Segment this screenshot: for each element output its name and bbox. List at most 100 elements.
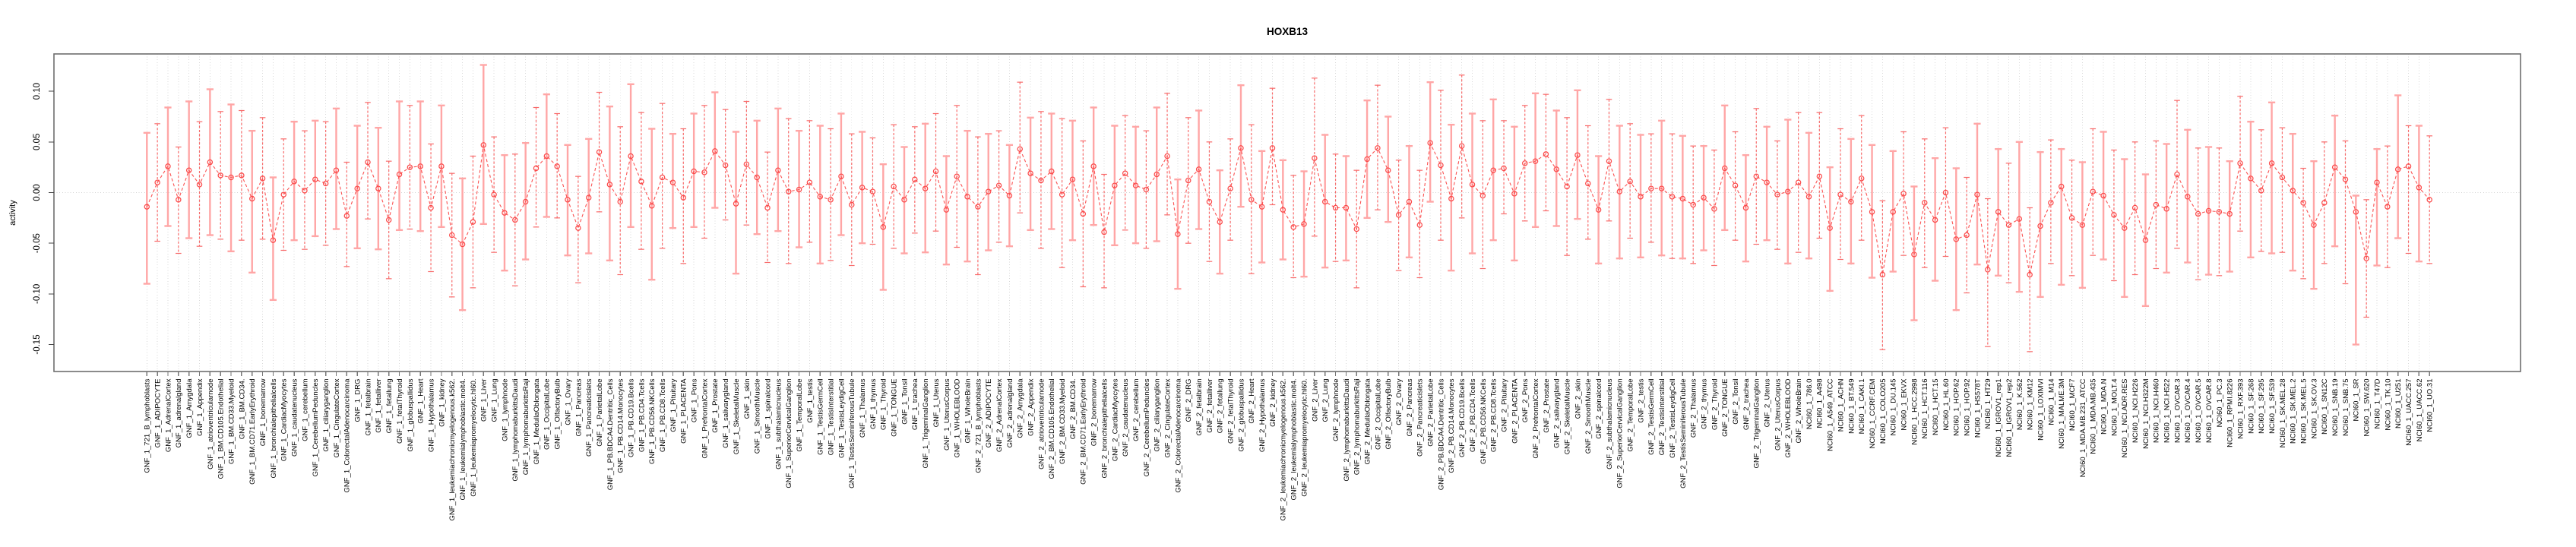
x-axis-label: GNF_2_leukemiapromyelocytic.hl60. — [1300, 379, 1309, 497]
data-point — [659, 174, 666, 181]
data-point — [407, 164, 413, 170]
data-point — [502, 210, 508, 216]
x-axis-label: NCI60_1_RPMI.8226 — [2226, 379, 2235, 447]
data-point — [785, 188, 792, 194]
x-axis-label: NCI60_1_HT29 — [1984, 379, 1992, 429]
x-axis-label: NCI60_1_TK.10 — [2384, 379, 2392, 431]
data-point — [806, 179, 813, 185]
data-point — [1154, 171, 1160, 178]
x-axis-label: GNF_1_SuperiorCervicalGanglion — [785, 379, 793, 489]
data-point — [764, 204, 771, 211]
data-point — [691, 168, 697, 175]
x-axis-label: GNF_1_Pancreaticislets — [585, 378, 593, 457]
x-axis-label: NCI60_1_HOP.92 — [1964, 379, 1972, 436]
x-axis-label: GNF_1_atrioventricularnode — [207, 379, 215, 470]
x-axis-label: GNF_1_TestisLeydigCell — [837, 379, 846, 459]
data-point — [1122, 170, 1128, 176]
data-point — [1532, 158, 1539, 164]
x-axis-label: GNF_1_adrenalgland — [175, 379, 183, 448]
data-point — [2258, 188, 2264, 194]
x-axis-label: GNF_2_cerebellum — [1132, 378, 1141, 441]
x-axis-label: GNF_1_TestisGermCell — [817, 379, 825, 455]
x-axis-label: GNF_2_bronchialepithelialcells — [1100, 378, 1109, 478]
data-point — [638, 179, 644, 185]
data-point — [1038, 177, 1044, 184]
data-point — [1858, 175, 1865, 182]
x-axis-label: GNF_2_leukemialymphoblastic.molt4. — [1290, 379, 1299, 501]
x-axis-label: NCI60_1_UACC.62 — [2416, 379, 2424, 442]
data-point — [2248, 175, 2254, 182]
x-axis-label: NCI60_1_MCF7 — [2068, 379, 2077, 432]
data-point — [1290, 224, 1296, 230]
x-axis-label: GNF_1_lymphomaburkittsRaji — [522, 379, 530, 476]
x-axis-label: GNF_2_CingulateCortex — [1163, 378, 1172, 457]
data-point — [385, 217, 392, 223]
x-axis-label: GNF_1_721_B_lymphoblasts — [144, 378, 152, 473]
x-axis-label: GNF_2_Hypothalamus — [1258, 378, 1267, 452]
data-point — [365, 159, 371, 166]
data-point — [775, 167, 781, 173]
data-point — [1753, 173, 1760, 179]
x-axis-label: GNF_1_testis — [806, 378, 815, 422]
data-point — [2205, 207, 2212, 214]
x-axis-label: GNF_1_fetallung — [385, 379, 394, 434]
x-axis-label: NCI60_1_HCT.116 — [1921, 379, 1929, 439]
x-axis-label: GNF_2_lymphnode — [1332, 379, 1340, 441]
data-point — [1511, 191, 1517, 197]
x-axis-label: NCI60_1_OVCAR.8 — [2205, 379, 2214, 443]
data-point — [2426, 197, 2432, 203]
data-point — [2131, 204, 2138, 211]
x-axis-label: GNF_2_Pancreaticislets — [1416, 378, 1425, 457]
x-axis-label: NCI60_1_MDA.N — [2100, 378, 2108, 435]
data-point — [2311, 222, 2317, 228]
data-point — [2111, 212, 2117, 218]
y-tick-label: 0.05 — [33, 134, 42, 150]
x-axis-label: GNF_2_CardiacMyocytes — [1111, 378, 1119, 461]
x-axis-label: GNF_2_trachea — [1742, 378, 1751, 430]
data-point — [986, 188, 992, 194]
data-point — [2027, 271, 2033, 278]
data-point — [1321, 198, 1328, 205]
x-axis-label: GNF_1_lymphnode — [501, 379, 509, 441]
x-axis-label: NCI60_1_IGROV1_rep1 — [1995, 379, 2003, 457]
data-point — [995, 182, 1002, 188]
x-axis-label: GNF_2_721_B_lymphoblasts — [974, 378, 983, 473]
data-point — [2342, 176, 2349, 182]
data-point — [1448, 195, 1454, 202]
x-axis-label: GNF_2_fetalliver — [1206, 379, 1214, 433]
data-point — [1764, 179, 1770, 185]
x-axis-label: NCI60_1_CAKI.1 — [1858, 379, 1866, 435]
data-point — [2153, 201, 2160, 208]
x-axis-label: NCI60_1_SK.MEL.28 — [2279, 379, 2287, 448]
data-point — [2363, 255, 2369, 261]
data-point — [922, 185, 929, 191]
data-point — [2405, 163, 2412, 169]
data-point — [2237, 160, 2243, 166]
x-axis-label: GNF_2_OlfactoryBulb — [1385, 379, 1393, 450]
data-point — [428, 204, 434, 211]
x-axis-label: GNF_1_trachea — [911, 378, 919, 430]
x-axis-label: NCI60_1_HS578T — [1973, 378, 1982, 438]
data-point — [1932, 217, 1938, 223]
data-point — [1638, 194, 1644, 200]
data-point — [354, 185, 360, 191]
x-axis-label: GNF_1_leukemiapromyelocytic.hl60. — [470, 379, 478, 497]
data-point — [1995, 209, 2002, 215]
x-axis-label: GNF_1_Pancreas — [574, 378, 583, 436]
x-axis-label: GNF_2_PB.CD56.NKCells — [1479, 378, 1488, 464]
x-axis-label: GNF_1_Amygdala — [185, 378, 194, 438]
x-axis-label: GNF_2_Thalamus — [1690, 378, 1698, 438]
x-axis-label: GNF_2_ParietalLobe — [1427, 379, 1435, 447]
data-point — [333, 167, 340, 173]
data-point — [1364, 156, 1370, 163]
x-axis-label: GNF_1_PrefrontalCortex — [701, 378, 709, 458]
data-point — [606, 182, 613, 188]
x-axis-label: GNF_2_caudatenucleus — [1122, 378, 1130, 457]
data-point — [2394, 166, 2401, 172]
data-point — [2353, 209, 2359, 215]
x-axis-label: NCI60_1_A549_ATCC — [1827, 378, 1835, 451]
x-axis-label: NCI60_1_786.0 — [1805, 379, 1814, 430]
data-point — [2142, 237, 2149, 243]
x-axis-label: NCI60_1_SNB.19 — [2331, 379, 2340, 437]
x-axis-label: NCI60_1_T47D — [2373, 378, 2381, 428]
